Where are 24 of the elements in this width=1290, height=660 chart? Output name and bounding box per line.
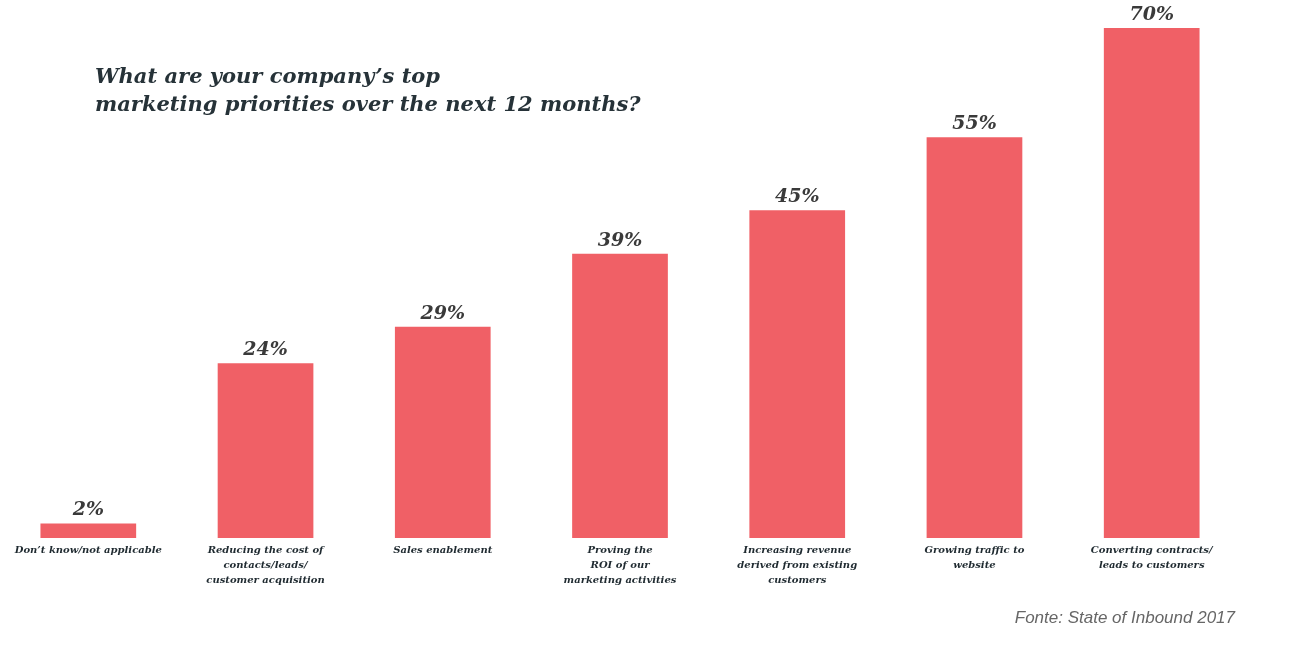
x-tick-label: Increasing revenue derived from existing customers [737,543,858,585]
x-tick-label: Growing traffic to website [924,543,1025,570]
data-label: 45% [774,184,820,207]
text: marketing priorities over the next 12 months? [95,91,641,116]
data-label: 55% [952,111,997,134]
x-tick-label: Converting contracts/ leads to customers [1090,543,1214,570]
bar [394,326,491,538]
data-label: 39% [597,227,643,250]
bar [1103,28,1200,538]
source-note: Fonte: State of Inbound 2017 [1014,608,1236,627]
x-tick-label: Proving the ROI of our marketing activities [563,543,677,585]
bar [572,253,668,538]
bar [926,137,1023,538]
x-tick-label: Don’t know/not applicable [13,543,162,555]
bar [217,363,314,538]
x-tick-label: Reducing the cost of contacts/leads/ customer acquisition [206,543,326,585]
text: What are your company’s top [95,63,441,88]
data-label: 70% [1129,2,1174,24]
bar [40,523,137,538]
data-label: 24% [242,337,288,360]
x-tick-label: Sales enablement [393,543,493,555]
data-label: 2% [71,497,104,520]
data-label: 29% [419,300,466,323]
bar [749,210,846,538]
